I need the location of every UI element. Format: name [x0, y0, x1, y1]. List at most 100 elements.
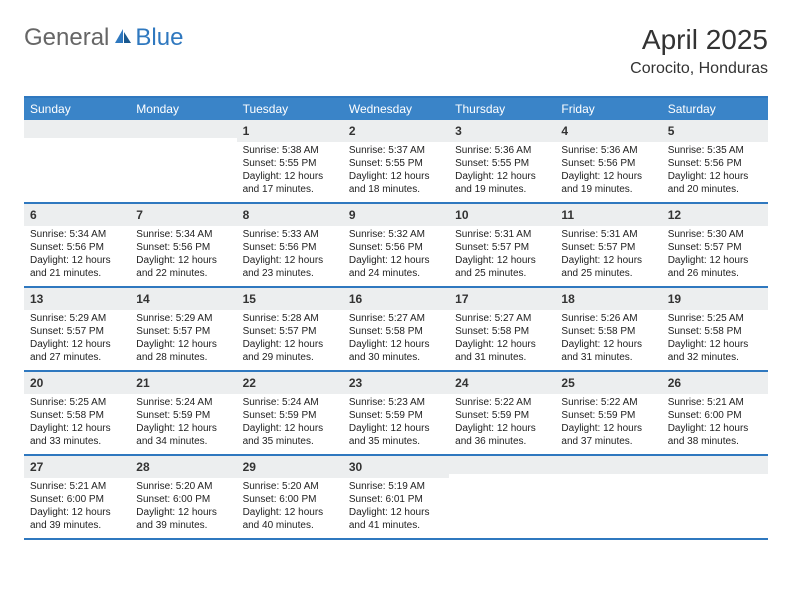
day-number: 11: [561, 208, 574, 222]
calendar-cell: [24, 120, 130, 202]
daylight-text: Daylight: 12 hours and 38 minutes.: [668, 422, 762, 448]
daynum-row: 18: [555, 288, 661, 310]
daynum-row: 24: [449, 372, 555, 394]
day-of-week-label: Thursday: [449, 98, 555, 120]
week-row: 27Sunrise: 5:21 AMSunset: 6:00 PMDayligh…: [24, 456, 768, 540]
daynum-row: 14: [130, 288, 236, 310]
daynum-row: 21: [130, 372, 236, 394]
sunset-text: Sunset: 6:00 PM: [136, 493, 230, 506]
day-number: 30: [349, 460, 362, 474]
calendar-cell: 10Sunrise: 5:31 AMSunset: 5:57 PMDayligh…: [449, 204, 555, 286]
calendar-cell: 22Sunrise: 5:24 AMSunset: 5:59 PMDayligh…: [237, 372, 343, 454]
calendar-cell: 19Sunrise: 5:25 AMSunset: 5:58 PMDayligh…: [662, 288, 768, 370]
sunrise-text: Sunrise: 5:34 AM: [30, 228, 124, 241]
calendar-cell: 9Sunrise: 5:32 AMSunset: 5:56 PMDaylight…: [343, 204, 449, 286]
month-title: April 2025: [630, 24, 768, 56]
day-number: 28: [136, 460, 149, 474]
sunrise-text: Sunrise: 5:29 AM: [136, 312, 230, 325]
daynum-row: 3: [449, 120, 555, 142]
day-number: 13: [30, 292, 43, 306]
daylight-text: Daylight: 12 hours and 36 minutes.: [455, 422, 549, 448]
calendar-cell: 2Sunrise: 5:37 AMSunset: 5:55 PMDaylight…: [343, 120, 449, 202]
sunrise-text: Sunrise: 5:30 AM: [668, 228, 762, 241]
daynum-row: 26: [662, 372, 768, 394]
sunset-text: Sunset: 6:00 PM: [668, 409, 762, 422]
sunset-text: Sunset: 5:56 PM: [136, 241, 230, 254]
daylight-text: Daylight: 12 hours and 34 minutes.: [136, 422, 230, 448]
day-number: 29: [243, 460, 256, 474]
day-number: 27: [30, 460, 43, 474]
cell-body: Sunrise: 5:21 AMSunset: 6:00 PMDaylight:…: [662, 394, 768, 454]
cell-body: Sunrise: 5:38 AMSunset: 5:55 PMDaylight:…: [237, 142, 343, 202]
sunset-text: Sunset: 5:58 PM: [561, 325, 655, 338]
weeks-container: 1 Sunrise: 5:38 AMSunset: 5:55 PMDaylight…: [24, 120, 768, 540]
sunset-text: Sunset: 5:58 PM: [668, 325, 762, 338]
daylight-text: Daylight: 12 hours and 31 minutes.: [455, 338, 549, 364]
sunrise-text: Sunrise: 5:23 AM: [349, 396, 443, 409]
daylight-text: Daylight: 12 hours and 39 minutes.: [30, 506, 124, 532]
daynum-row: 27: [24, 456, 130, 478]
day-number: 3: [455, 124, 462, 138]
day-number: 15: [243, 292, 256, 306]
sunset-text: Sunset: 5:56 PM: [668, 157, 762, 170]
calendar-cell: 21Sunrise: 5:24 AMSunset: 5:59 PMDayligh…: [130, 372, 236, 454]
logo-text-general: General: [24, 24, 109, 52]
daylight-text: Daylight: 12 hours and 19 minutes.: [455, 170, 549, 196]
calendar: SundayMondayTuesdayWednesdayThursdayFrid…: [24, 96, 768, 540]
daylight-text: Daylight: 12 hours and 26 minutes.: [668, 254, 762, 280]
daynum-row: 10: [449, 204, 555, 226]
day-number: 18: [561, 292, 574, 306]
sunset-text: Sunset: 5:59 PM: [561, 409, 655, 422]
day-number: 4: [561, 124, 568, 138]
day-number: 1: [243, 124, 250, 138]
calendar-cell: 14Sunrise: 5:29 AMSunset: 5:57 PMDayligh…: [130, 288, 236, 370]
cell-body: Sunrise: 5:26 AMSunset: 5:58 PMDaylight:…: [555, 310, 661, 370]
sunrise-text: Sunrise: 5:21 AM: [30, 480, 124, 493]
daynum-row: 17: [449, 288, 555, 310]
day-number: 7: [136, 208, 143, 222]
week-row: 1 Sunrise: 5:38 AMSunset: 5:55 PMDaylight…: [24, 120, 768, 204]
cell-body: [555, 474, 661, 528]
sunrise-text: Sunrise: 5:20 AM: [136, 480, 230, 493]
sunset-text: Sunset: 5:57 PM: [561, 241, 655, 254]
cell-body: [24, 138, 130, 192]
calendar-cell: 4 Sunrise: 5:36 AMSunset: 5:56 PMDaylight…: [555, 120, 661, 202]
daylight-text: Daylight: 12 hours and 32 minutes.: [668, 338, 762, 364]
sunset-text: Sunset: 5:57 PM: [243, 325, 337, 338]
daynum-row: 16: [343, 288, 449, 310]
daynum-row: 15: [237, 288, 343, 310]
sunset-text: Sunset: 6:00 PM: [30, 493, 124, 506]
sunrise-text: Sunrise: 5:25 AM: [30, 396, 124, 409]
cell-body: [662, 474, 768, 528]
daynum-row: [130, 120, 236, 138]
calendar-cell: [449, 456, 555, 538]
day-number: 12: [668, 208, 681, 222]
daynum-row: 30: [343, 456, 449, 478]
sunset-text: Sunset: 5:56 PM: [243, 241, 337, 254]
sunset-text: Sunset: 6:00 PM: [243, 493, 337, 506]
cell-body: Sunrise: 5:36 AMSunset: 5:56 PMDaylight:…: [555, 142, 661, 202]
daylight-text: Daylight: 12 hours and 25 minutes.: [455, 254, 549, 280]
daynum-row: 11: [555, 204, 661, 226]
cell-body: Sunrise: 5:25 AMSunset: 5:58 PMDaylight:…: [24, 394, 130, 454]
day-of-week-label: Tuesday: [237, 98, 343, 120]
sunrise-text: Sunrise: 5:31 AM: [561, 228, 655, 241]
sunrise-text: Sunrise: 5:27 AM: [455, 312, 549, 325]
day-number: 10: [455, 208, 468, 222]
day-number: 24: [455, 376, 468, 390]
sunrise-text: Sunrise: 5:29 AM: [30, 312, 124, 325]
daynum-row: 29: [237, 456, 343, 478]
day-number: 23: [349, 376, 362, 390]
calendar-cell: 3Sunrise: 5:36 AMSunset: 5:55 PMDaylight…: [449, 120, 555, 202]
daylight-text: Daylight: 12 hours and 24 minutes.: [349, 254, 443, 280]
cell-body: Sunrise: 5:37 AMSunset: 5:55 PMDaylight:…: [343, 142, 449, 202]
calendar-cell: 29Sunrise: 5:20 AMSunset: 6:00 PMDayligh…: [237, 456, 343, 538]
calendar-cell: 27 Sunrise: 5:21 AMSunset: 6:00 PMDayligh…: [24, 456, 130, 538]
calendar-cell: 16Sunrise: 5:27 AMSunset: 5:58 PMDayligh…: [343, 288, 449, 370]
calendar-cell: 26Sunrise: 5:21 AMSunset: 6:00 PMDayligh…: [662, 372, 768, 454]
cell-body: Sunrise: 5:28 AMSunset: 5:57 PMDaylight:…: [237, 310, 343, 370]
day-of-week-label: Saturday: [662, 98, 768, 120]
week-row: 13 Sunrise: 5:29 AM Sunset: 5:57 PM Dayligh…: [24, 288, 768, 372]
daylight-text: Daylight: 12 hours and 23 minutes.: [243, 254, 337, 280]
daylight-text: Daylight: 12 hours and 40 minutes.: [243, 506, 337, 532]
